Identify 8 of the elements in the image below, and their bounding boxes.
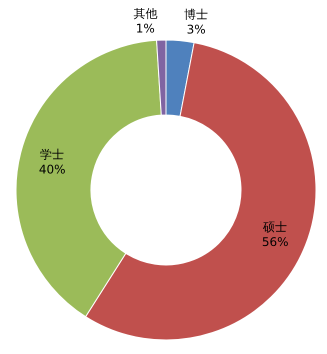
slice-label: 博士 <box>184 7 208 22</box>
data-label: 56% <box>262 234 289 249</box>
data-label: 3% <box>186 22 206 36</box>
slice-label: 其他 <box>133 6 158 21</box>
slice-label: 学士 <box>40 147 64 162</box>
data-label: 1% <box>136 22 155 36</box>
data-label: 40% <box>38 162 66 176</box>
slice-label: 硕士 <box>262 220 288 234</box>
